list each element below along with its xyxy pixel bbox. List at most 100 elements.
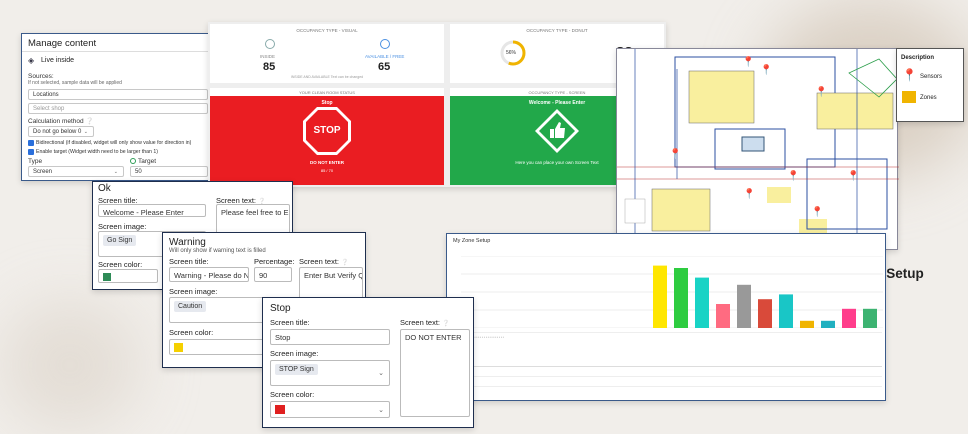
stop-screen-title-input[interactable]: Stop (270, 329, 390, 345)
inside-label: INSIDE (260, 54, 276, 59)
warning-screen-text-label: Screen text: ❔ (299, 257, 349, 266)
chevron-down-icon: ⌄ (113, 168, 118, 175)
type-label: Type (28, 158, 43, 165)
sensor-pin-icon: 📍 (743, 189, 756, 200)
help-icon: ❔ (341, 260, 349, 266)
warning-screen-color-label: Screen color: (169, 328, 214, 337)
warning-percentage-label: Percentage: (254, 257, 295, 266)
clean-room-title: YOUR CLEAN ROOM STATUS (210, 88, 444, 96)
ok-screen-text-label-text: Screen text: (216, 196, 257, 205)
stop-screen-text-area[interactable]: DO NOT ENTER (400, 329, 470, 417)
inside-icon (265, 39, 275, 49)
donut-chart (500, 40, 526, 66)
background-blob (0, 300, 140, 430)
target-radio[interactable] (130, 158, 136, 164)
screen-tile-title: OCCUPANCY TYPE - SCREEN (450, 88, 664, 96)
type-select[interactable]: Screen ⌄ (28, 166, 124, 177)
warning-form-subtitle: Will only show if warning text is filled (169, 248, 266, 254)
stop-text: DO NOT ENTER (309, 160, 344, 165)
stop-screen-color-select[interactable]: ⌄ (270, 401, 390, 418)
legend-panel: Description 📍 Sensors Zones (896, 48, 964, 122)
zone-swatch (902, 91, 916, 103)
clean-room-stop-tile: YOUR CLEAN ROOM STATUS Stop STOP DO NOT … (210, 88, 444, 185)
occupancy-visual-tile: OCCUPANCY TYPE - VISUAL INSIDE 85 AVAILA… (210, 24, 444, 83)
help-icon: ❔ (258, 199, 266, 205)
stop-form-title: Stop (270, 303, 291, 314)
sensor-pin-icon: 📍 (742, 57, 755, 68)
warning-screen-image-chip: Caution (174, 301, 207, 312)
stop-screen-title-value: Stop (275, 333, 291, 342)
locations-select[interactable]: Locations (28, 89, 208, 100)
warning-screen-text-label-text: Screen text: (299, 257, 340, 266)
calc-method-select[interactable]: Do not go below 0 ⌄ (28, 126, 94, 137)
chevron-down-icon: ⌄ (83, 128, 88, 135)
stop-screen-image-label: Screen image: (270, 349, 319, 358)
donut-tile-title: OCCUPANCY TYPE - DONUT (526, 28, 588, 33)
stop-title: Stop (321, 100, 333, 106)
stop-screen-text-value: DO NOT ENTER (405, 333, 462, 342)
ok-screen-color-label: Screen color: (98, 260, 143, 269)
welcome-title: Welcome - Please Enter (528, 100, 586, 106)
donut-percent: 56% (506, 50, 517, 56)
warning-color-swatch (174, 343, 183, 352)
chart-bar (695, 277, 709, 328)
warning-form-title: Warning (169, 237, 206, 248)
warning-percentage-value: 90 (259, 271, 268, 280)
enable-target-checkbox[interactable] (28, 149, 34, 155)
chart-bar (842, 308, 856, 328)
chart-bar (653, 265, 667, 328)
stop-sign-icon (303, 107, 351, 155)
legend-title: Description (901, 55, 935, 61)
floor-plan (617, 49, 899, 251)
stop-screen-text-label-text: Screen text: (400, 318, 441, 327)
ok-screen-color-select[interactable] (98, 269, 158, 283)
sensor-pin-icon: 📍 (811, 207, 824, 218)
shop-placeholder: Select shop (33, 106, 65, 112)
ok-screen-title-input[interactable]: Welcome - Please Enter (98, 204, 206, 217)
shop-select[interactable]: Select shop (28, 103, 208, 114)
target-input[interactable]: 50 (130, 166, 208, 177)
warning-screen-text-value: Enter But Verify Quanty (304, 271, 362, 280)
warning-percentage-input[interactable]: 90 (254, 267, 292, 282)
chart-legend: • • • • • • • • • • • • • • • • • • • • (467, 332, 882, 348)
stop-screen-text-label: Screen text: ❔ (400, 318, 450, 327)
sensor-pin-icon: 📍 (902, 68, 917, 82)
calc-method-text: Calculation method (28, 118, 84, 125)
available-value: 65 (378, 61, 391, 73)
chart-title: My Zone Setup (453, 238, 491, 244)
stop-screen-image-select[interactable]: STOP Sign ⌄ (270, 360, 390, 386)
chevron-down-icon: ⌄ (378, 406, 384, 414)
chart-panel: My Zone Setup • • • • • • • • • • • • • … (446, 233, 886, 401)
ok-screen-text-value: Please feel free to ENTER (221, 208, 289, 217)
thumbs-up-icon (535, 109, 579, 153)
sensor-pin-icon: 📍 (815, 87, 828, 98)
live-inside-icon: ◈ (28, 56, 35, 65)
available-icon (380, 39, 390, 49)
legend-zones: Zones (920, 95, 937, 101)
bar-chart (461, 256, 883, 328)
chart-bar (800, 320, 814, 328)
available-label: AVAILABLE / FREE (365, 54, 405, 59)
ok-screen-text-label: Screen text: ❔ (216, 196, 266, 205)
sensor-pin-icon: 📍 (760, 65, 773, 76)
chart-bar (716, 304, 730, 328)
sensor-pin-icon: 📍 (847, 171, 860, 182)
stop-screen-title-label: Screen title: (270, 318, 310, 327)
inside-value: 85 (263, 61, 276, 73)
stop-count: 85 / 70 (320, 168, 334, 173)
chevron-down-icon: ⌄ (378, 370, 384, 377)
live-inside-label: Live inside (41, 57, 75, 64)
sources-label: Sources: (28, 73, 54, 80)
chart-bar (737, 284, 751, 328)
chart-table (467, 360, 882, 396)
bidirectional-checkbox[interactable] (28, 140, 34, 146)
chart-bar (779, 294, 793, 328)
stop-screen-image-chip: STOP Sign (275, 364, 318, 375)
warning-screen-title-value: Warning - Please do Not (174, 271, 249, 280)
manage-content-title: Manage content (28, 38, 97, 49)
calc-method-value: Do not go below 0 (33, 129, 82, 135)
sensor-pin-icon: 📍 (669, 149, 682, 160)
warning-screen-title-input[interactable]: Warning - Please do Not (169, 267, 249, 282)
chart-bar (758, 299, 772, 328)
welcome-text: Here you can place your own Screen Text (515, 160, 599, 165)
